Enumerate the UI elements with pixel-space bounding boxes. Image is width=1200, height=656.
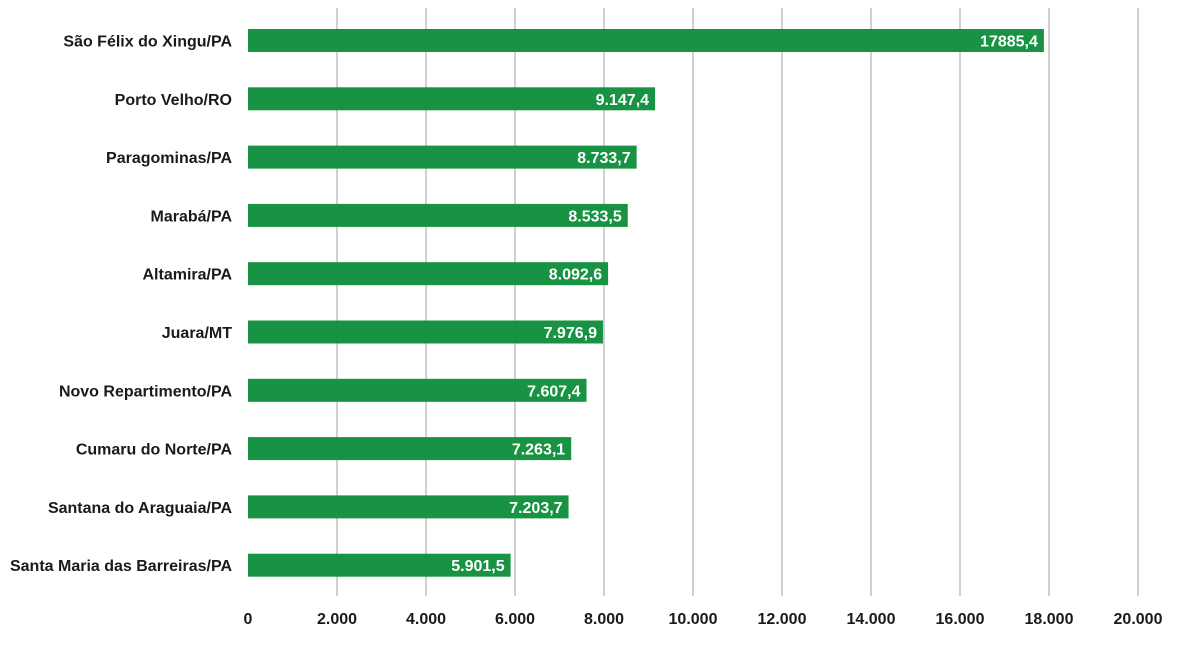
category-label: Altamira/PA: [142, 267, 232, 284]
bar: [248, 87, 656, 111]
category-label: Santa Maria das Barreiras/PA: [10, 558, 232, 575]
x-tick-label: 20.000: [1114, 611, 1163, 628]
bar: [248, 553, 511, 577]
x-tick-label: 4.000: [406, 611, 446, 628]
category-label: São Félix do Xingu/PA: [63, 34, 232, 51]
bar: [248, 320, 603, 344]
bar-value-label: 7.976,9: [544, 325, 597, 342]
x-tick-label: 2.000: [317, 611, 357, 628]
bar-value-label: 7.607,4: [527, 383, 580, 400]
category-label: Santana do Araguaia/PA: [48, 500, 232, 517]
x-tick-label: 10.000: [669, 611, 718, 628]
bar: [248, 495, 569, 519]
bar-value-label: 9.147,4: [596, 92, 649, 109]
x-axis-tick-labels: 0 2.000 4.000 6.000 8.000 10.000 12.000 14.000 1…: [244, 611, 1163, 628]
category-label: Novo Repartimento/PA: [59, 383, 233, 400]
bar-value-label: 17885,4: [980, 34, 1038, 51]
x-tick-label: 18.000: [1025, 611, 1074, 628]
category-labels: São Félix do Xingu/PA Porto Velho/RO Parag…: [10, 34, 232, 576]
category-label: Porto Velho/RO: [115, 92, 232, 109]
bar: [248, 29, 1044, 52]
bar-value-label: 8.533,5: [568, 208, 621, 225]
x-tick-label: 16.000: [936, 611, 985, 628]
x-tick-label: 8.000: [584, 611, 624, 628]
x-tick-label: 14.000: [847, 611, 896, 628]
category-label: Paragominas/PA: [106, 150, 232, 167]
category-label: Juara/MT: [162, 325, 232, 342]
bar-value-label: 7.203,7: [509, 500, 562, 517]
bar-value-label: 7.263,1: [512, 442, 565, 459]
bar-value-label: 8.733,7: [577, 150, 630, 167]
x-tick-label: 0: [244, 611, 253, 628]
bar-value-label: 8.092,6: [549, 267, 602, 284]
bar: [248, 437, 572, 461]
bar: [248, 145, 637, 169]
bar-value-label: 5.901,5: [451, 558, 504, 575]
category-label: Cumaru do Norte/PA: [76, 442, 233, 459]
bars: 17885,4 9.147,4 8.733,7 8.533,5 8.092,6 7.976…: [248, 29, 1044, 577]
bar: [248, 203, 628, 227]
bar: [248, 378, 587, 402]
category-label: Marabá/PA: [150, 208, 232, 225]
x-tick-label: 6.000: [495, 611, 535, 628]
x-tick-label: 12.000: [758, 611, 807, 628]
bar: [248, 262, 609, 286]
